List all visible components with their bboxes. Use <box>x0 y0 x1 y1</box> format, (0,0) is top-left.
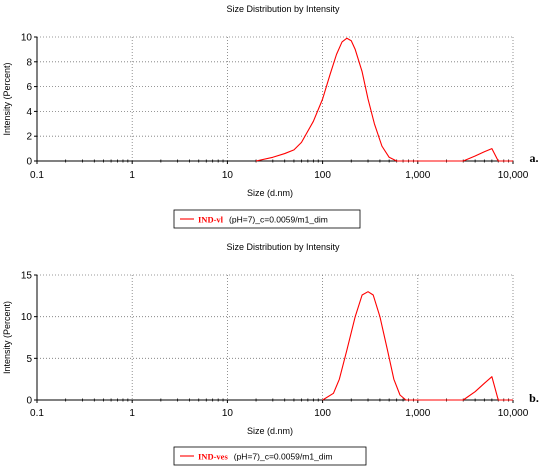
x-tick-label: 10,000 <box>498 408 529 419</box>
y-axis-label: Intensity (Percent) <box>2 301 12 374</box>
chart-title: Size Distribution by Intensity <box>226 242 340 252</box>
y-tick-label: 6 <box>26 82 32 93</box>
y-tick-label: 2 <box>26 132 32 143</box>
x-tick-label: 100 <box>314 170 331 181</box>
x-tick-label: 1 <box>129 408 135 419</box>
legend: IND-ves (pH=7)_c=0.0059/m1_dim <box>173 446 367 466</box>
y-tick-label: 0 <box>26 157 32 168</box>
legend-sample-conditions: (pH=7)_c=0.0059/m1_dim <box>229 215 328 225</box>
y-tick-label: 0 <box>26 396 32 407</box>
x-tick-label: 10 <box>222 408 234 419</box>
series-line <box>322 291 513 401</box>
y-axis-label: Intensity (Percent) <box>2 62 12 135</box>
x-tick-label: 10 <box>222 170 234 181</box>
chart-title: Size Distribution by Intensity <box>226 4 340 14</box>
legend-sample-name: IND-ves <box>198 452 228 462</box>
x-axis-label: Size (d.nm) <box>247 188 293 198</box>
legend-box <box>173 446 367 466</box>
x-tick-label: 10,000 <box>498 170 529 181</box>
legend: IND-vl (pH=7)_c=0.0059/m1_dim <box>173 209 361 229</box>
legend-label: IND-ves (pH=7)_c=0.0059/m1_dim <box>198 452 333 462</box>
y-tick-label: 8 <box>26 57 32 68</box>
y-tick-label: 10 <box>21 312 33 323</box>
legend-box <box>173 209 361 229</box>
x-tick-label: 1 <box>129 170 135 181</box>
y-tick-label: 4 <box>26 107 32 118</box>
x-tick-label: 100 <box>314 408 331 419</box>
chart-panel-b: Size Distribution by Intensity 0 5 10 15 0.1 1… <box>2 242 539 466</box>
chart-panel-a: Size Distribution by Intensity 0 2 4 6 8 10 0.1… <box>2 4 539 229</box>
x-tick-label: 1,000 <box>405 408 430 419</box>
y-tick-label: 5 <box>26 354 32 365</box>
x-tick-label: 0.1 <box>30 408 44 419</box>
x-tick-label: 1,000 <box>405 170 430 181</box>
y-tick-label: 15 <box>21 271 33 282</box>
legend-label: IND-vl (pH=7)_c=0.0059/m1_dim <box>198 215 328 225</box>
series-line <box>255 37 513 162</box>
panel-letter: b. <box>529 391 539 405</box>
legend-sample-conditions: (pH=7)_c=0.0059/m1_dim <box>234 452 333 462</box>
x-axis-label: Size (d.nm) <box>247 426 293 436</box>
x-tick-label: 0.1 <box>30 170 44 181</box>
y-tick-label: 10 <box>21 33 33 44</box>
legend-sample-name: IND-vl <box>198 215 224 225</box>
panel-letter: a. <box>530 151 539 165</box>
